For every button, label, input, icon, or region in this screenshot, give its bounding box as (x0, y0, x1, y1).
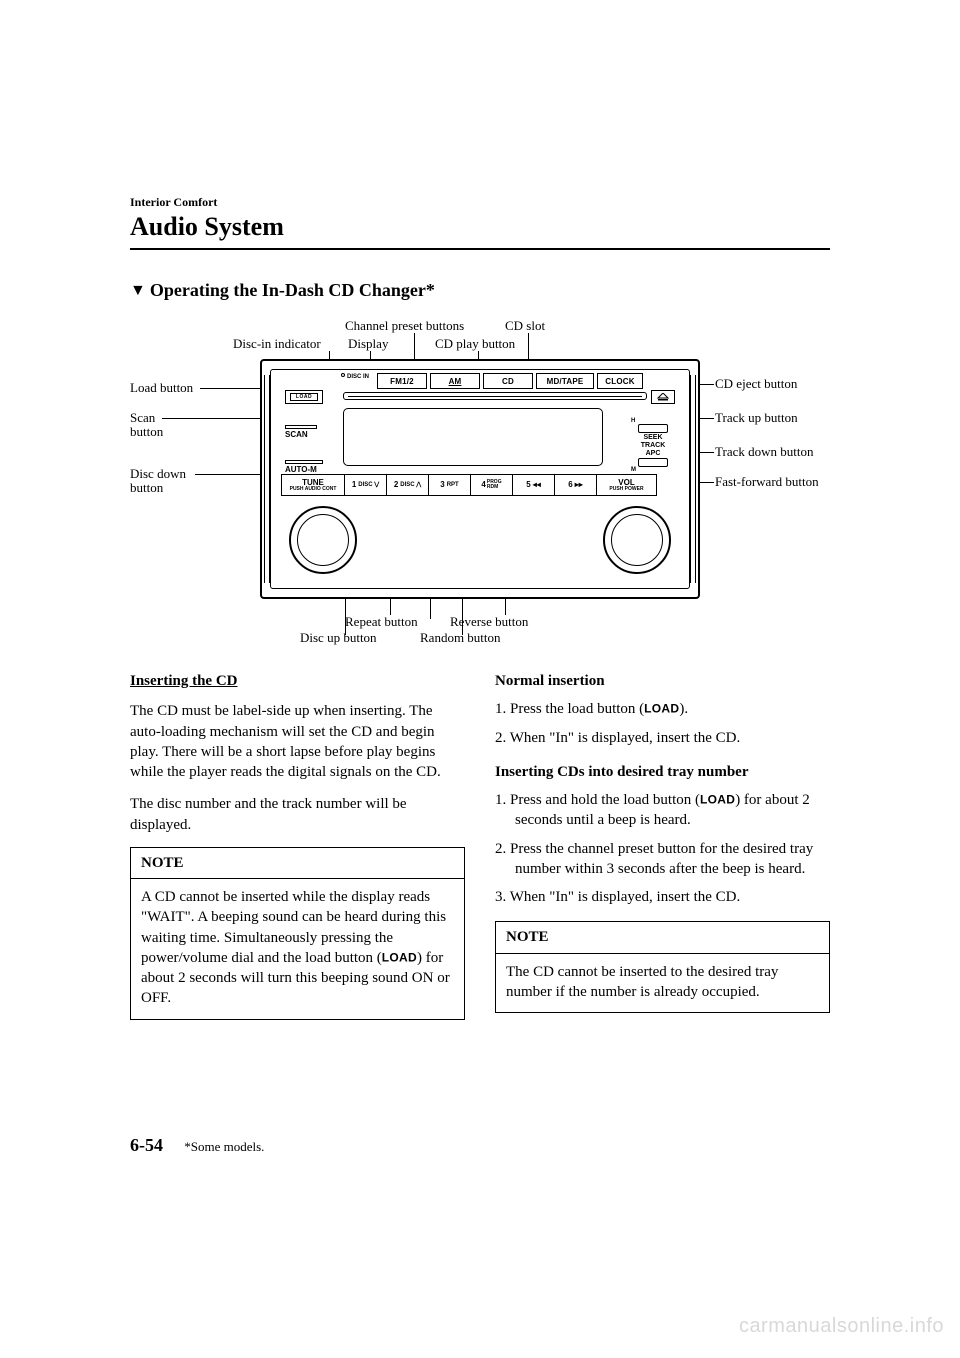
footnote: *Some models. (184, 1139, 264, 1154)
subhead-normal-insertion: Normal insertion (495, 671, 830, 691)
step-t2: 2. Press the channel preset button for t… (495, 839, 830, 880)
note-title-right: NOTE (496, 922, 829, 953)
label-cd-slot: CD slot (505, 319, 545, 334)
header-eyebrow: Interior Comfort (130, 195, 830, 210)
label-track-down-text: Track down button (715, 445, 815, 459)
preset-2[interactable]: 2 DISC ⋀ (387, 474, 429, 496)
preset-5[interactable]: 5 ◂◂ (513, 474, 555, 496)
display (343, 408, 603, 466)
vol-cell[interactable]: VOL PUSH POWER (597, 474, 657, 496)
label-cd-eject: CD eject button (715, 377, 805, 391)
am-button[interactable]: AM (430, 373, 480, 389)
label-repeat: Repeat button (345, 615, 418, 630)
note-body-right: The CD cannot be inserted to the desired… (496, 954, 829, 1013)
para-left-1: The CD must be label-side up when insert… (130, 701, 465, 782)
label-cd-eject-text: CD eject button (715, 377, 805, 391)
disc-in-indicator: DISC IN (341, 373, 369, 380)
eject-button[interactable] (651, 390, 675, 404)
preset-1[interactable]: 1 DISC ⋁ (345, 474, 387, 496)
label-fast-forward-text: Fast-forward button (715, 475, 825, 489)
note-box-right: NOTE The CD cannot be inserted to the de… (495, 921, 830, 1013)
steps-normal: 1. Press the load button (LOAD). 2. When… (495, 699, 830, 748)
step-t1: 1. Press and hold the load button (LOAD)… (495, 790, 830, 831)
label-channel-preset: Channel preset buttons (345, 319, 464, 334)
preset-row: TUNE PUSH AUDIO CONT 1 DISC ⋁ 2 DISC ⋀ 3… (281, 474, 657, 496)
volume-knob[interactable] (603, 506, 671, 574)
subhead-inserting-cd: Inserting the CD (130, 671, 465, 691)
para-left-2: The disc number and the track number wil… (130, 794, 465, 835)
note-body-left: A CD cannot be inserted while the displa… (131, 879, 464, 1019)
watermark: carmanualsonline.info (739, 1315, 944, 1338)
label-display: Display (348, 337, 388, 352)
clock-button[interactable]: CLOCK (597, 373, 643, 389)
label-track-up-text: Track up button (715, 411, 805, 425)
stereo-diagram: Channel preset buttons CD slot Disc-in i… (130, 319, 830, 649)
subhead-desired-tray: Inserting CDs into desired tray number (495, 762, 830, 782)
label-disc-in: Disc-in indicator (233, 337, 321, 352)
mdtape-button[interactable]: MD/TAPE (536, 373, 594, 389)
label-load: Load button (130, 381, 193, 396)
label-track-down: Track down button (715, 445, 815, 459)
cd-slot[interactable] (343, 392, 647, 400)
page-title: Audio System (130, 212, 830, 242)
label-track-up: Track up button (715, 411, 805, 425)
label-disc-up: Disc up button (300, 631, 377, 646)
page-footer: 6-54 *Some models. (130, 1135, 830, 1156)
label-fast-forward: Fast-forward button (715, 475, 825, 489)
label-scan-text: Scan button (130, 411, 190, 440)
label-random: Random button (420, 631, 501, 646)
tune-knob[interactable] (289, 506, 357, 574)
page-number: 6-54 (130, 1135, 163, 1155)
load-label-inline-2: LOAD (644, 702, 679, 716)
step-n2: 2. When "In" is displayed, insert the CD… (495, 728, 830, 748)
load-button[interactable]: LOAD (285, 390, 323, 404)
scan-button[interactable]: SCAN (285, 425, 317, 439)
eject-icon (657, 393, 669, 401)
note-title-left: NOTE (131, 848, 464, 879)
label-scan: Scan button (130, 411, 190, 440)
tune-cell[interactable]: TUNE PUSH AUDIO CONT (281, 474, 345, 496)
triangle-icon: ▼ (130, 282, 146, 300)
load-label-inline-3: LOAD (700, 793, 735, 807)
label-cd-play: CD play button (435, 337, 515, 352)
steps-tray: 1. Press and hold the load button (LOAD)… (495, 790, 830, 907)
right-column: Normal insertion 1. Press the load butto… (495, 671, 830, 1020)
section-heading-text: Operating the In-Dash CD Changer* (150, 280, 435, 300)
step-t3: 3. When "In" is displayed, insert the CD… (495, 887, 830, 907)
fm-button[interactable]: FM1/2 (377, 373, 427, 389)
step-n1: 1. Press the load button (LOAD). (495, 699, 830, 719)
note-box-left: NOTE A CD cannot be inserted while the d… (130, 847, 465, 1020)
cd-button[interactable]: CD (483, 373, 533, 389)
section-heading: ▼Operating the In-Dash CD Changer* (130, 280, 830, 301)
preset-4[interactable]: 4 PROG RDM (471, 474, 513, 496)
label-disc-down: Disc down button (130, 467, 210, 496)
stereo-unit: DISC IN FM1/2 AM CD MD/TAPE CLOCK LOAD (260, 359, 700, 599)
left-column: Inserting the CD The CD must be label-si… (130, 671, 465, 1020)
top-button-row: FM1/2 AM CD MD/TAPE CLOCK (377, 373, 643, 389)
load-label-inline: LOAD (382, 950, 417, 964)
track-up-button[interactable] (638, 424, 668, 433)
track-down-button[interactable] (638, 458, 668, 467)
label-disc-down-text: Disc down button (130, 467, 210, 496)
autom-button[interactable]: AUTO-M (285, 460, 323, 474)
seek-track-block: H SEEK TRACK APC M (631, 418, 675, 473)
preset-6[interactable]: 6 ▸▸ (555, 474, 597, 496)
preset-3[interactable]: 3 RPT (429, 474, 471, 496)
header-rule (130, 248, 830, 250)
